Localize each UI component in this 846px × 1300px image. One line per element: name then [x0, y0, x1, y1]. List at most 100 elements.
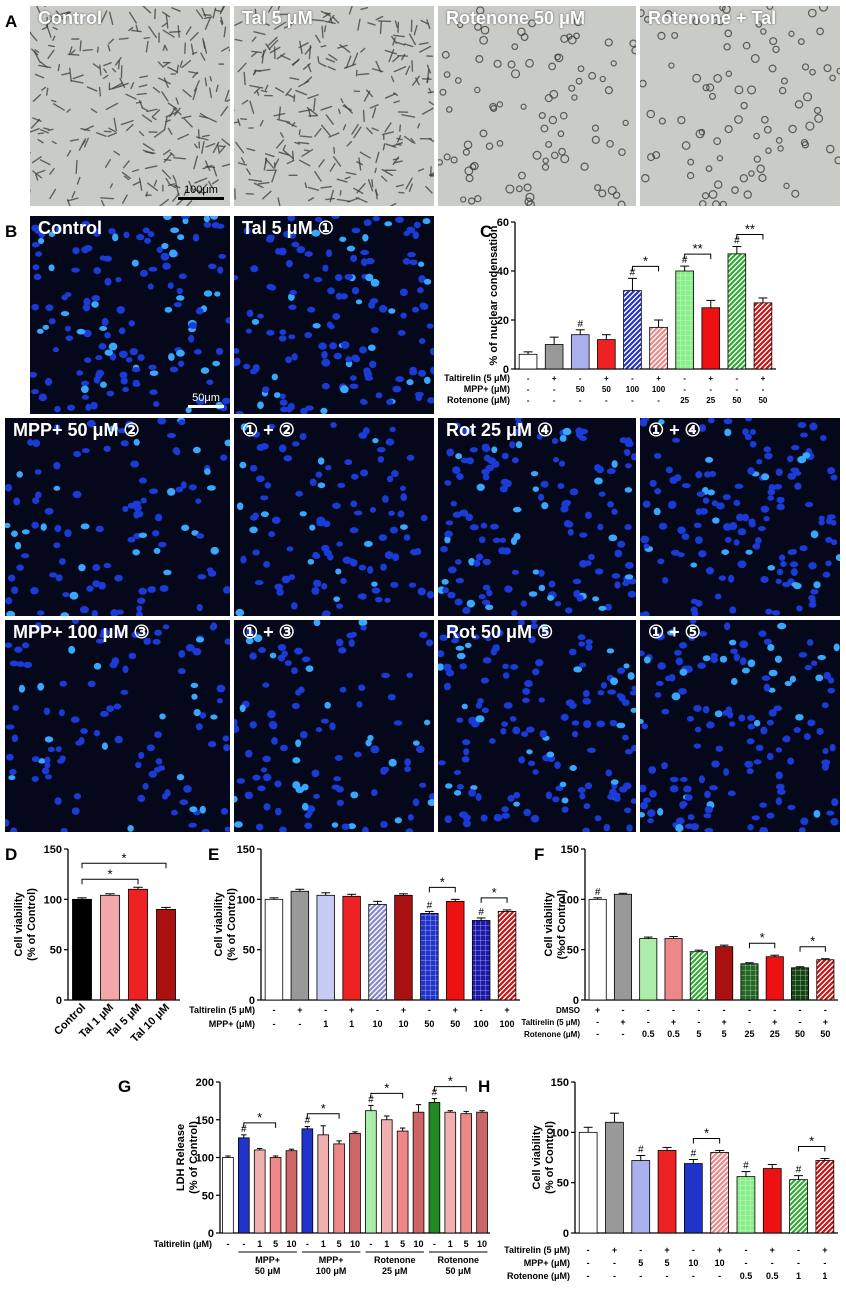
significance-mark: #: [691, 1149, 697, 1160]
bar: [753, 302, 773, 370]
fluor-label: ① + ⑤: [648, 622, 701, 642]
condition-cell: 10: [414, 1239, 424, 1249]
y-tick-label: 150: [196, 1115, 214, 1127]
condition-cell: 50: [795, 1029, 805, 1039]
significance-star: *: [121, 850, 126, 865]
micrograph-label: Rotenone 50 μM: [446, 8, 586, 28]
scale-bar-label: 100μm: [184, 184, 218, 196]
condition-cell: 10: [398, 1019, 408, 1029]
condition-cell: -: [596, 1029, 599, 1039]
bar: [444, 1111, 457, 1234]
bar: [100, 894, 120, 1001]
significance-bracket: [631, 265, 660, 272]
y-tick-label: 200: [196, 1077, 214, 1089]
condition-cell: -: [647, 1005, 650, 1015]
group-label: 50 μM: [255, 1266, 281, 1276]
significance-mark: #: [638, 1144, 644, 1155]
condition-cell: -: [683, 374, 686, 383]
significance-mark: #: [682, 255, 688, 266]
condition-cell: -: [242, 1239, 245, 1249]
condition-cell: -: [553, 385, 556, 394]
condition-cell: 100: [474, 1019, 489, 1029]
condition-row-label: MPP+ (μM): [524, 1258, 570, 1268]
y-tick-label: 100: [237, 894, 255, 906]
significance-mark: #: [796, 1165, 802, 1176]
condition-cell: 10: [688, 1258, 698, 1268]
condition-cell: +: [717, 1245, 722, 1255]
bar: [471, 920, 491, 1001]
condition-cell: -: [298, 1019, 301, 1029]
y-tick-label: 50: [202, 1190, 214, 1202]
condition-cell: -: [692, 1271, 695, 1281]
y-tick-label: 0: [208, 1228, 214, 1240]
bar: [613, 893, 632, 1001]
condition-cell: 1: [321, 1239, 326, 1249]
significance-star: *: [643, 253, 648, 268]
fluor-control: Control 50μm: [30, 216, 230, 414]
bar: [253, 1149, 266, 1234]
condition-cell: -: [709, 385, 712, 394]
condition-cell: +: [401, 1005, 406, 1015]
significance-bracket: [798, 1146, 826, 1152]
bar: [710, 1152, 729, 1234]
panel-label-a: A: [5, 12, 18, 31]
y-axis-label: Cell viability: [531, 1125, 543, 1190]
y-tick-label: 0: [249, 995, 255, 1007]
significance-star: *: [440, 874, 445, 889]
condition-cell: -: [744, 1258, 747, 1268]
panel-label-d: D: [5, 845, 18, 864]
condition-cell: 25: [680, 396, 689, 405]
bar: [789, 1179, 808, 1234]
bar: [128, 888, 148, 1001]
condition-cell: -: [596, 1017, 599, 1027]
micrograph-label: Control: [38, 8, 102, 28]
condition-cell: 50: [576, 385, 585, 394]
condition-row-label: MPP+ (μM): [209, 1019, 255, 1029]
condition-cell: 5: [464, 1239, 469, 1249]
bar: [664, 938, 683, 1001]
fluor-tal-mpp50: ① + ②: [234, 418, 434, 616]
y-tick-label: 40: [497, 266, 509, 278]
bar: [285, 1150, 298, 1234]
bar: [476, 1111, 488, 1234]
bar: [518, 353, 538, 370]
condition-cell: -: [666, 1271, 669, 1281]
condition-cell: -: [697, 1017, 700, 1027]
condition-cell: +: [595, 1005, 600, 1015]
significance-star: *: [107, 866, 112, 881]
fluor-mpp50: MPP+ 50 μM ②: [5, 418, 230, 616]
condition-cell: -: [631, 374, 634, 383]
significance-star: *: [492, 885, 497, 900]
bar: [689, 951, 708, 1001]
bar: [412, 1111, 425, 1234]
bar: [715, 946, 734, 1001]
bar: [570, 334, 590, 370]
bar: [72, 898, 92, 1001]
condition-cell: +: [722, 1017, 727, 1027]
y-tick-label: 150: [237, 844, 255, 856]
condition-cell: 0.5: [740, 1271, 753, 1281]
chart-g: 0 50 100 150 200 LDH Release (% of Control) # # #…: [154, 1074, 490, 1276]
scale-bar: 100μm: [178, 184, 224, 200]
bar: [460, 1113, 472, 1234]
condition-cell: -: [657, 396, 660, 405]
condition-cell: -: [306, 1239, 309, 1249]
y-tick-label: 0: [56, 995, 62, 1007]
y-tick-label: 50: [557, 1178, 569, 1190]
y-tick-label: 0: [573, 995, 579, 1007]
micrograph-rotenone-tal: Rotenone + Tal: [640, 6, 840, 206]
significance-mark: #: [432, 1088, 438, 1099]
condition-cell: 1: [822, 1271, 827, 1281]
significance-bracket: [306, 1113, 340, 1119]
condition-cell: 1: [796, 1271, 801, 1281]
y-tick-label: 100: [561, 894, 579, 906]
significance-mark: #: [734, 236, 740, 247]
significance-bracket: [799, 946, 826, 952]
y-axis-label-2: (%of Control): [556, 889, 568, 959]
condition-cell: 25: [706, 396, 715, 405]
bar: [446, 900, 465, 1001]
condition-cell: 50: [732, 396, 741, 405]
y-axis-label: LDH Release: [175, 1124, 187, 1191]
fluor-tal-rot50: ① + ⑤: [640, 620, 840, 832]
